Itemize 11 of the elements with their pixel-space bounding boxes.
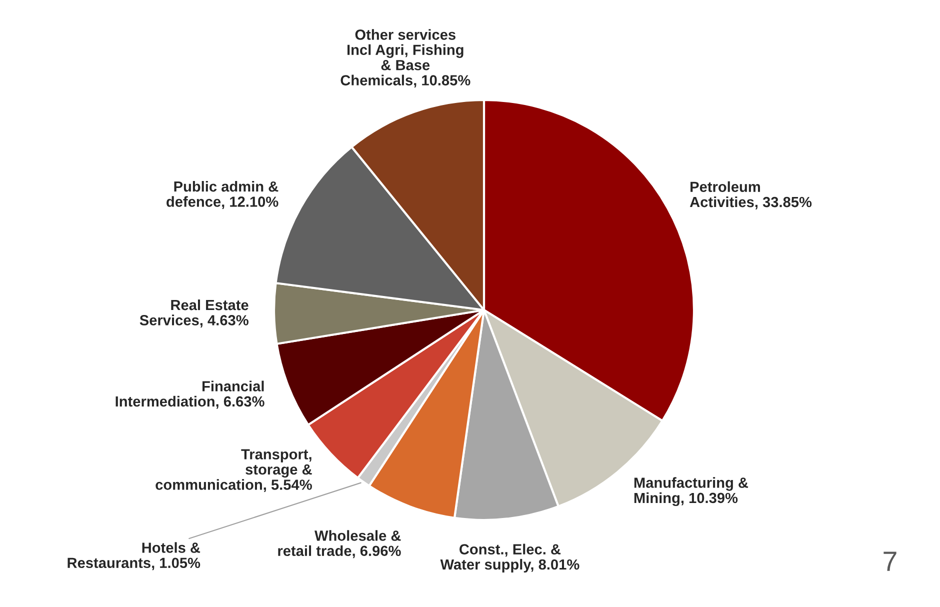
slice-label: Petroleum Activities, 33.85% (690, 181, 812, 210)
slice-label: Hotels & Restaurants, 1.05% (68, 542, 200, 570)
text: 7 (884, 552, 896, 571)
slice-label: Wholesale & retail trade, 6.96% (278, 530, 401, 558)
slice-label: Const., Elec. & Water supply, 8.01% (440, 544, 580, 573)
slice-label: Other services Incl Agri, Fishing & Base Chemicals, 10.85% (340, 29, 470, 88)
slice-label: Financial Intermediation, 6.63% (116, 380, 264, 409)
slice-label: Public admin & defence, 12.10% (166, 180, 278, 209)
slice-label: Real Estate Services, 4.63% (140, 299, 248, 328)
slice-label: Transport, storage & communication, 5.54% (156, 449, 312, 492)
slice-label: Manufacturing & Mining, 10.39% (634, 477, 748, 506)
